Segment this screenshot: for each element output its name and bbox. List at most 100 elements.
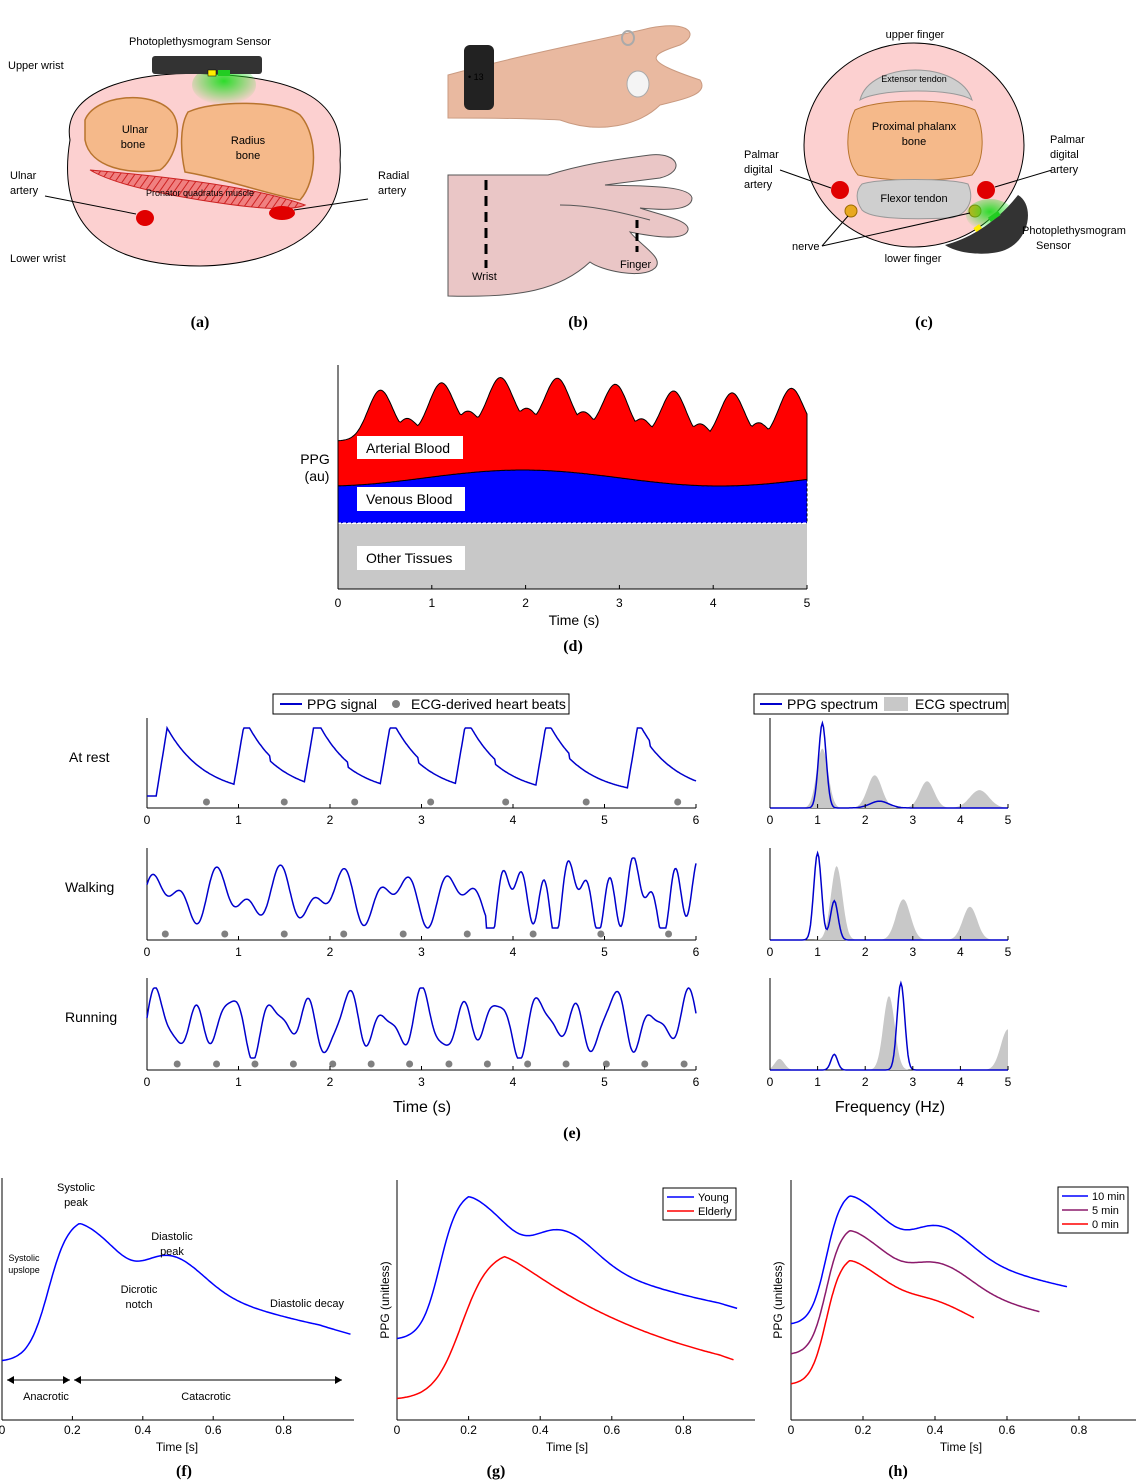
panel-e-signals: PPG signal ECG-derived heart beats PPG s… [65, 693, 1012, 1142]
e-time-legend [272, 693, 570, 715]
finger-sensor-label-2: Sensor [1036, 240, 1071, 252]
phalanx-label-2: bone [902, 136, 926, 148]
e-row-2-freq-tick-label-5: 5 [1005, 1075, 1012, 1089]
tissue-label-box [357, 546, 465, 570]
palmar-right-pointer [994, 169, 1053, 188]
e-row-1-freq-tick-label-3: 3 [909, 945, 916, 959]
5-min-legend-label: 5 min [1092, 1205, 1119, 1217]
e-row-2-ecg-beat-12 [641, 1060, 649, 1068]
panel-label-e: (e) [563, 1125, 581, 1142]
f-x-tick-label-4: 0.8 [275, 1423, 292, 1437]
wristband-icon [464, 45, 494, 110]
e-row-1-ppg-signal [146, 857, 697, 929]
panel-g-age-comparison: 0 0.2 0.4 0.6 0.8 Young Elderly PPG (unitles… [378, 1180, 755, 1480]
nerve-right-pointer [821, 212, 971, 247]
ecg-spectrum-legend-label: ECG spectrum [915, 696, 1007, 712]
ppg-sensor-device [152, 56, 262, 74]
g-x-tick-label-0: 0 [394, 1423, 401, 1437]
g-x-ticks: 0 0.2 0.4 0.6 0.8 [394, 1416, 692, 1437]
e-row-1-freq-tick-label-4: 4 [957, 945, 964, 959]
ulnar-artery-icon [136, 210, 154, 226]
phalanx-label-1: Proximal phalanx [872, 121, 957, 133]
e-row-0-ppg-spectrum [770, 720, 1008, 809]
e-row-1-time-tick-label-4: 4 [510, 945, 517, 959]
e-row-0-freq-tick-label-2: 2 [862, 813, 869, 827]
10-min-curve [790, 1195, 1068, 1325]
panel-label-a: (a) [191, 314, 210, 331]
f-x-tick-label-1: 0.2 [64, 1423, 81, 1437]
systolic-upslope-label-2: upslope [8, 1265, 40, 1275]
e-row-1-freq-tick-label-0: 0 [767, 945, 774, 959]
palmar-artery-left-icon [831, 181, 849, 199]
upper-finger-label: upper finger [886, 29, 945, 41]
wrist-cut-label: Wrist [472, 271, 497, 283]
e-row-2-time-tick-label-4: 4 [510, 1075, 517, 1089]
f-x-ticks: 0 0.2 0.4 0.6 0.8 [0, 1416, 292, 1437]
d-x-tick-label-4: 4 [710, 596, 717, 610]
arterial-blood-area [337, 376, 808, 487]
e-row-1-ecg-spectrum [770, 866, 1008, 940]
catacrotic-label: Catacrotic [181, 1391, 231, 1403]
e-row-1-ecg-beat-7 [597, 930, 605, 938]
diastolic-peak-label-2: peak [160, 1246, 184, 1258]
panel-label-g: (g) [487, 1463, 506, 1480]
e-row-0-time-tick-label-1: 1 [235, 813, 242, 827]
e-row-1-ecg-beat-4 [399, 930, 407, 938]
e-row-1-ecg-beat-3 [340, 930, 348, 938]
e-row-1-ecg-beat-0 [161, 930, 169, 938]
e-row-2-ppg-spectrum [770, 980, 1008, 1071]
systolic-peak-label-1: Systolic [57, 1182, 95, 1194]
e-row-1-ecg-beat-5 [463, 930, 471, 938]
pronator-label: Pronator quadratus muscle [146, 188, 254, 198]
e-row-0-time-tick-label-0: 0 [144, 813, 151, 827]
e-row-1-time-tick-label-6: 6 [693, 945, 700, 959]
finger-sensor-led-icon [973, 224, 982, 233]
sensor-photodiode-icon [218, 70, 230, 76]
young-curve [396, 1196, 738, 1340]
systolic-upslope-label-1: Systolic [8, 1253, 40, 1263]
venous-label-box [357, 487, 465, 511]
e-row-2-time-tick-label-2: 2 [327, 1075, 334, 1089]
extensor-tendon [859, 69, 973, 102]
dicrotic-notch-label-2: notch [126, 1299, 153, 1311]
arterial-label-box [357, 436, 463, 459]
e-row-2-ecg-beat-13 [680, 1060, 688, 1068]
e-row-2-ecg-spectrum [770, 996, 1008, 1070]
radial-artery-pointer [293, 198, 369, 211]
d-y-label-2: (au) [305, 468, 330, 484]
e-row-2-time-tick-label-3: 3 [418, 1075, 425, 1089]
e-row-1-time-tick-label-2: 2 [327, 945, 334, 959]
d-y-label-1: PPG [300, 451, 330, 467]
h-x-label: Time [s] [940, 1440, 982, 1454]
hand-outline [447, 154, 693, 297]
d-x-tick-label-1: 1 [428, 596, 435, 610]
e-row-1-time-tick-label-3: 3 [418, 945, 425, 959]
radial-artery-icon [269, 206, 295, 220]
e-row-0-time-tick-label-3: 3 [418, 813, 425, 827]
f-x-tick-label-2: 0.4 [134, 1423, 151, 1437]
e-row-2-time-tick-label-5: 5 [601, 1075, 608, 1089]
d-x-tick-label-3: 3 [616, 596, 623, 610]
e-row-2-ecg-beat-7 [445, 1060, 453, 1068]
palmar-right-label-2: digital [1050, 149, 1079, 161]
ppg-spectrum-legend-label: PPG spectrum [787, 696, 878, 712]
panel-f-waveform: 0 0.2 0.4 0.6 0.8 Systolic peak Systolic ups… [0, 1178, 354, 1480]
nerve-label: nerve [792, 241, 820, 253]
e-row-0-freq-tick-label-0: 0 [767, 813, 774, 827]
wedding-ring-icon [621, 30, 635, 46]
g-x-tick-label-4: 0.8 [675, 1423, 692, 1437]
systolic-peak-label-2: peak [64, 1197, 88, 1209]
e-row-1-time-tick-label-5: 5 [601, 945, 608, 959]
g-x-tick-label-3: 0.6 [603, 1423, 620, 1437]
e-row-2-ecg-beat-2 [251, 1060, 259, 1068]
e-row-2-time-tick-label-0: 0 [144, 1075, 151, 1089]
elderly-curve [396, 1255, 734, 1400]
proximal-phalanx-bone [847, 100, 983, 181]
palmar-right-label-1: Palmar [1050, 134, 1085, 146]
e-row-0-ecg-spectrum [770, 748, 1008, 808]
flexor-tendon [856, 179, 972, 220]
venous-blood-label: Venous Blood [366, 491, 452, 507]
e-row-0-freq-tick-label-1: 1 [814, 813, 821, 827]
anacrotic-label: Anacrotic [23, 1391, 69, 1403]
ulnar-artery-label-1: Ulnar [10, 170, 37, 182]
